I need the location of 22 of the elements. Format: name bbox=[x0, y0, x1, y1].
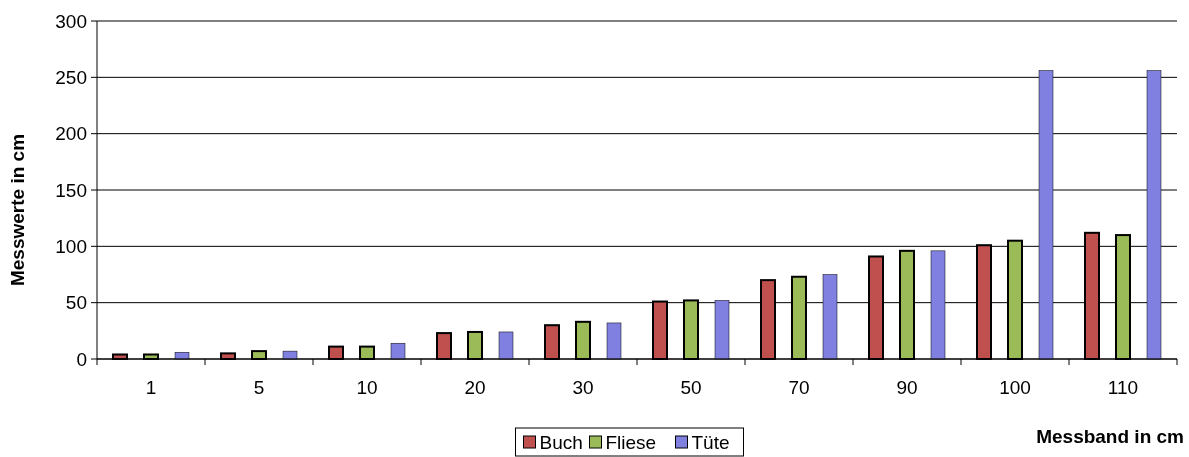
x-tick-label: 70 bbox=[788, 377, 810, 398]
x-tick-label: 20 bbox=[464, 377, 486, 398]
x-tick-label: 100 bbox=[999, 377, 1031, 398]
y-tick-label: 250 bbox=[55, 66, 87, 88]
x-tick-label: 50 bbox=[680, 377, 702, 398]
x-axis-title: Messband in cm bbox=[1036, 426, 1184, 447]
y-tick-label: 300 bbox=[55, 10, 87, 32]
x-tick-label: 1 bbox=[145, 377, 157, 398]
y-tick-label: 200 bbox=[55, 123, 87, 145]
x-tick-label: 5 bbox=[253, 377, 265, 398]
y-tick-label: 100 bbox=[55, 235, 87, 257]
x-tick-label: 90 bbox=[896, 377, 918, 398]
y-tick-label: 0 bbox=[76, 348, 87, 370]
y-axis-title: Messwerte in cm bbox=[7, 133, 28, 287]
x-tick-label: 10 bbox=[356, 377, 378, 398]
legend-label: Fliese bbox=[605, 432, 657, 453]
legend-label: Tüte bbox=[691, 432, 730, 453]
x-tick-label: 110 bbox=[1107, 377, 1139, 398]
y-tick-label: 50 bbox=[65, 292, 87, 314]
y-tick-label: 150 bbox=[55, 179, 87, 201]
x-tick-label: 30 bbox=[572, 377, 594, 398]
legend-label: Buch bbox=[539, 432, 583, 453]
